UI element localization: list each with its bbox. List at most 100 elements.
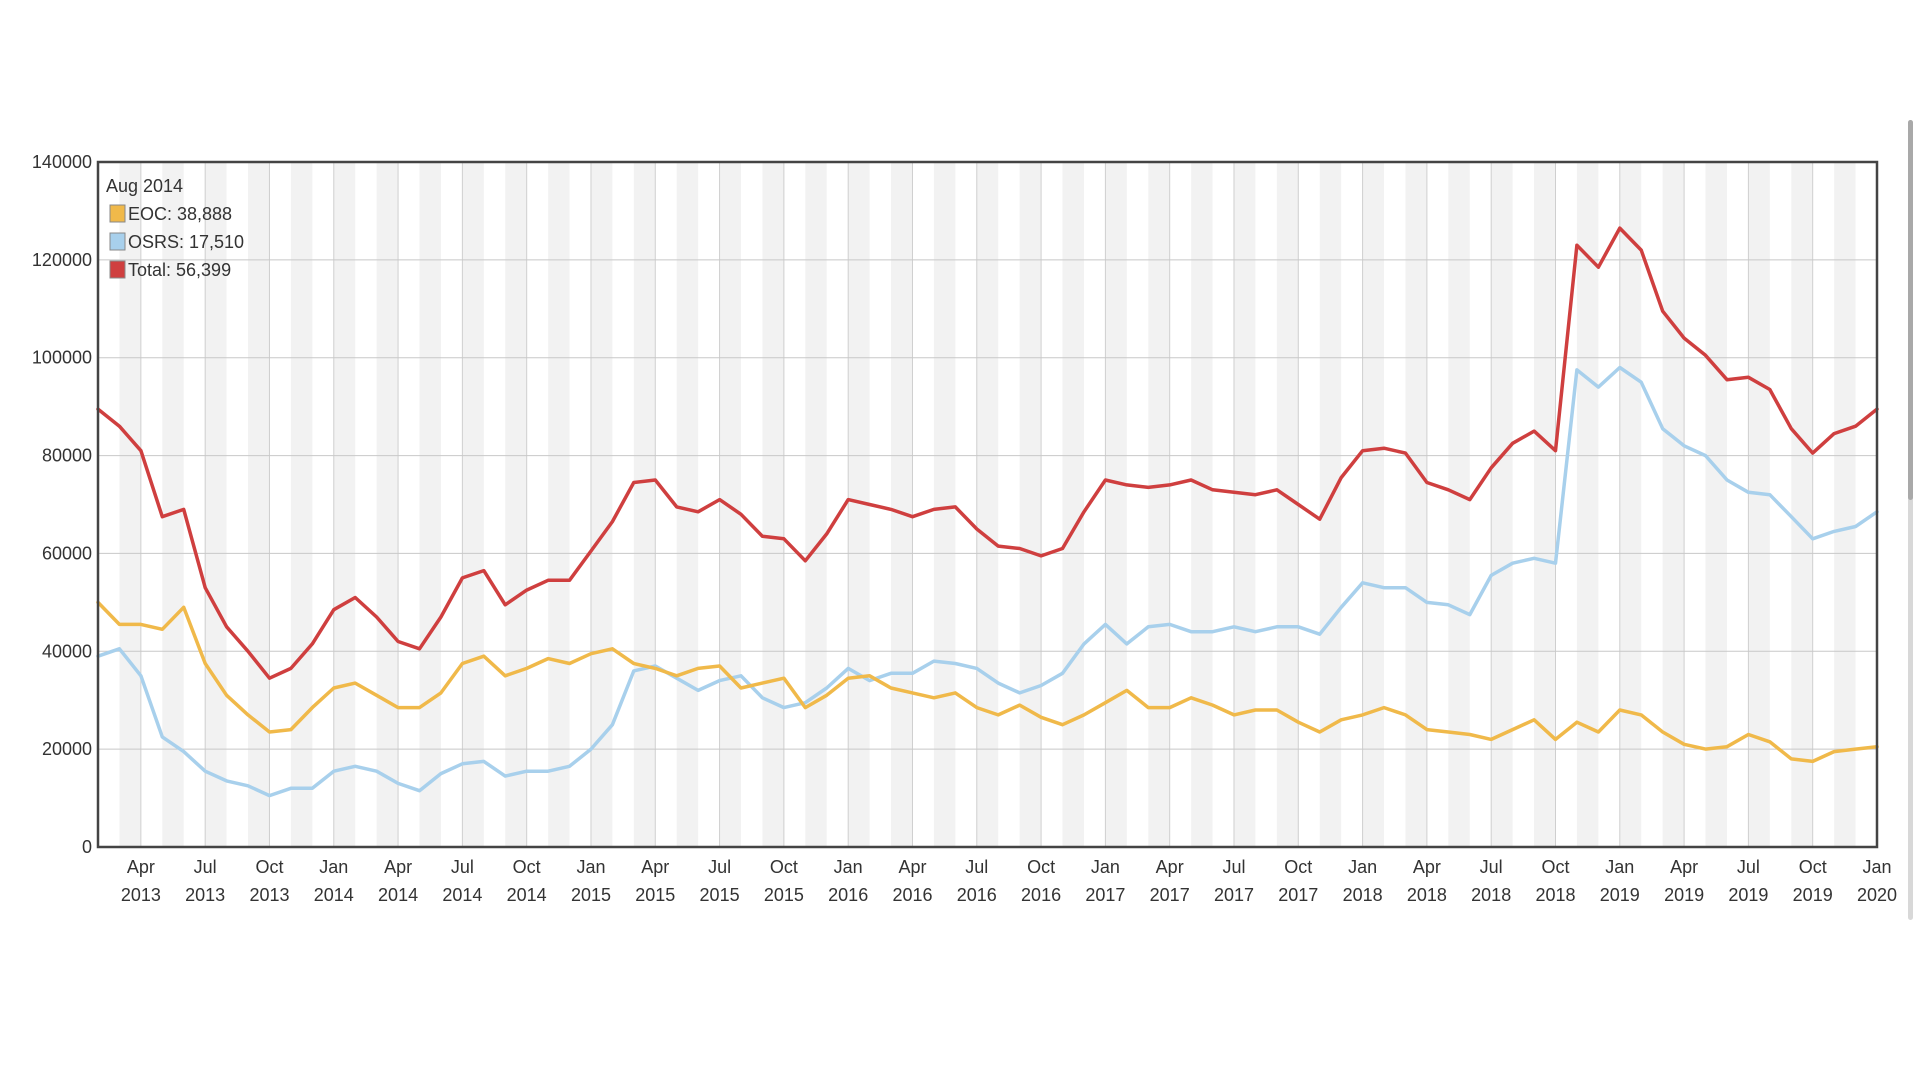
x-tick-month: Jul: [965, 857, 988, 877]
month-band: [719, 162, 742, 847]
x-tick-year: 2019: [1793, 885, 1833, 905]
legend-swatch: [109, 232, 126, 251]
month-band: [1448, 162, 1470, 847]
month-band: [805, 162, 827, 847]
x-tick-month: Oct: [1541, 857, 1569, 877]
month-band: [1105, 162, 1127, 847]
x-tick-year: 2015: [700, 885, 740, 905]
plot-background-bands: [98, 162, 1877, 847]
month-band: [162, 162, 184, 847]
legend-entry: OSRS: 17,510: [128, 232, 244, 252]
x-tick-year: 2014: [507, 885, 547, 905]
month-band: [1791, 162, 1813, 847]
x-tick-month: Jan: [1091, 857, 1120, 877]
month-band: [1491, 162, 1513, 847]
series-line-osrs: [96, 365, 1879, 798]
x-tick-month: Jan: [834, 857, 863, 877]
x-tick-year: 2019: [1664, 885, 1704, 905]
month-band: [1148, 162, 1170, 847]
month-band: [248, 162, 270, 847]
y-tick-label: 80000: [42, 446, 92, 466]
x-tick-year: 2015: [635, 885, 675, 905]
series-line-eoc: [96, 600, 1879, 764]
month-band: [376, 162, 399, 847]
x-tick-year: 2016: [957, 885, 997, 905]
legend-entry: EOC: 38,888: [128, 204, 232, 224]
x-tick-month: Oct: [1284, 857, 1312, 877]
month-band: [205, 162, 227, 847]
x-tick-month: Jan: [1605, 857, 1634, 877]
x-tick-month: Oct: [513, 857, 541, 877]
x-tick-year: 2016: [1021, 885, 1061, 905]
x-tick-month: Jan: [319, 857, 348, 877]
x-tick-year: 2013: [185, 885, 225, 905]
month-band: [1019, 162, 1042, 847]
y-tick-label: 20000: [42, 739, 92, 759]
x-tick-year: 2018: [1471, 885, 1511, 905]
x-tick-month: Apr: [384, 857, 412, 877]
x-tick-month: Jul: [1737, 857, 1760, 877]
x-tick-year: 2016: [892, 885, 932, 905]
x-tick-year: 2018: [1535, 885, 1575, 905]
month-band: [1362, 162, 1385, 847]
month-band: [1062, 162, 1084, 847]
y-tick-label: 0: [82, 837, 92, 857]
x-axis-tick-labels: Apr 2013 Jul 2013 Oct 2013 Jan 2014 Apr 2014 Jul 20…: [121, 857, 1897, 905]
month-band: [676, 162, 699, 847]
x-tick-month: Jan: [1862, 857, 1891, 877]
x-tick-month: Jan: [1348, 857, 1377, 877]
x-tick-month: Jul: [451, 857, 474, 877]
x-tick-month: Jul: [194, 857, 217, 877]
y-tick-label: 60000: [42, 543, 92, 563]
x-tick-month: Apr: [1156, 857, 1184, 877]
x-tick-month: Oct: [1799, 857, 1827, 877]
plot-frame: [96, 160, 1879, 849]
x-tick-year: 2016: [828, 885, 868, 905]
month-band: [1191, 162, 1213, 847]
scrollbar-thumb[interactable]: [1908, 120, 1913, 500]
x-tick-month: Apr: [1413, 857, 1441, 877]
x-tick-month: Apr: [127, 857, 155, 877]
month-band: [1276, 162, 1299, 847]
month-band: [333, 162, 356, 847]
legend-entry: Total: 56,399: [128, 260, 231, 280]
month-band: [1405, 162, 1427, 847]
month-band: [1834, 162, 1856, 847]
series-line-total: [96, 226, 1879, 680]
month-band: [1534, 162, 1556, 847]
month-band: [119, 162, 141, 847]
x-tick-year: 2015: [571, 885, 611, 905]
y-tick-label: 140000: [32, 152, 92, 172]
x-tick-month: Jul: [1222, 857, 1245, 877]
month-band: [1319, 162, 1342, 847]
month-band: [1748, 162, 1770, 847]
y-axis-tick-labels: 0 20000 40000 60000 80000 100000 120000 140000: [32, 152, 92, 857]
x-tick-year: 2017: [1278, 885, 1318, 905]
x-tick-year: 2014: [314, 885, 354, 905]
legend-swatch: [109, 204, 126, 223]
x-tick-month: Apr: [1670, 857, 1698, 877]
x-tick-year: 2017: [1214, 885, 1254, 905]
month-band: [633, 162, 656, 847]
x-tick-year: 2017: [1085, 885, 1125, 905]
month-band: [762, 162, 784, 847]
legend-swatch: [109, 260, 126, 279]
month-band: [290, 162, 313, 847]
x-tick-month: Oct: [770, 857, 798, 877]
x-tick-year: 2014: [442, 885, 482, 905]
x-tick-month: Oct: [1027, 857, 1055, 877]
x-tick-month: Jul: [708, 857, 731, 877]
x-tick-year: 2019: [1600, 885, 1640, 905]
x-tick-year: 2017: [1150, 885, 1190, 905]
month-band: [590, 162, 613, 847]
x-tick-year: 2015: [764, 885, 804, 905]
x-tick-month: Apr: [898, 857, 926, 877]
month-band: [548, 162, 570, 847]
x-tick-year: 2014: [378, 885, 418, 905]
vertical-scrollbar[interactable]: [1908, 120, 1913, 920]
month-band: [891, 162, 913, 847]
x-tick-year: 2018: [1407, 885, 1447, 905]
x-tick-year: 2018: [1343, 885, 1383, 905]
x-tick-year: 2013: [121, 885, 161, 905]
